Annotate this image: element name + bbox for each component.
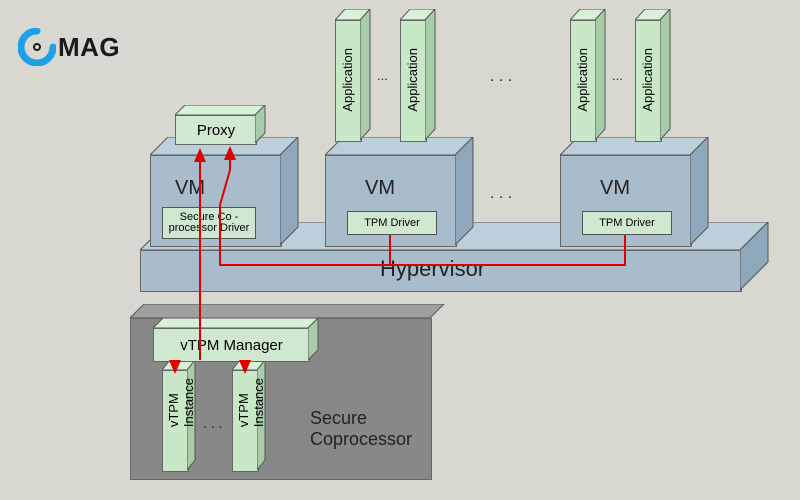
proxy-label: Proxy	[175, 115, 257, 145]
dots-apps-mid: . . .	[490, 68, 512, 86]
vm2-label: VM	[365, 177, 395, 200]
secure-driver-box: Secure Co - processor Driver	[162, 207, 256, 239]
dots-app1: ...	[377, 68, 388, 83]
app-label-3: Application	[575, 48, 590, 112]
secure-cop-label2: Coprocessor	[310, 429, 412, 450]
dots-vm: . . .	[490, 185, 512, 203]
logo-icon	[18, 28, 56, 66]
hypervisor-label: Hypervisor	[380, 256, 485, 282]
vm1-label: VM	[175, 177, 205, 200]
app-label-2: Application	[405, 48, 420, 112]
secure-driver-l2: processor Driver	[169, 223, 250, 234]
app-label-4: Application	[640, 48, 655, 112]
vm3-label: VM	[600, 177, 630, 200]
tpm-driver-2: TPM Driver	[582, 211, 672, 235]
logo-text: MAG	[58, 32, 120, 63]
secure-cop-label1: Secure	[310, 408, 412, 429]
dots-app2: ...	[612, 68, 623, 83]
vtpm-inst-label-2: vTPM Instance	[236, 378, 266, 427]
vtpm-mgr-label: vTPM Manager	[153, 328, 310, 362]
tpm-driver-1: TPM Driver	[347, 211, 437, 235]
dots-vtpm: . . .	[203, 415, 222, 431]
vtpm-inst-label-1: vTPM Instance	[166, 378, 196, 427]
logo: MAG	[18, 28, 120, 66]
app-label-1: Application	[340, 48, 355, 112]
